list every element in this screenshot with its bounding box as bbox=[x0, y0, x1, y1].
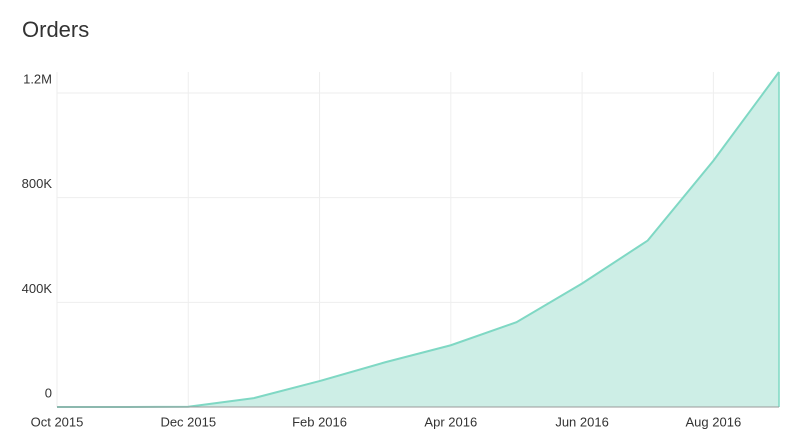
y-tick-label: 400K bbox=[22, 281, 53, 296]
y-tick-label: 1.2M bbox=[23, 71, 52, 86]
x-tick-label: Oct 2015 bbox=[31, 414, 84, 429]
y-tick-label: 800K bbox=[22, 176, 53, 191]
x-tick-label: Aug 2016 bbox=[686, 414, 742, 429]
y-tick-label: 0 bbox=[45, 385, 52, 400]
x-tick-label: Feb 2016 bbox=[292, 414, 347, 429]
chart-title: Orders bbox=[22, 17, 89, 42]
area bbox=[57, 72, 779, 407]
x-tick-label: Jun 2016 bbox=[555, 414, 609, 429]
x-tick-label: Apr 2016 bbox=[424, 414, 477, 429]
x-tick-label: Dec 2015 bbox=[160, 414, 216, 429]
